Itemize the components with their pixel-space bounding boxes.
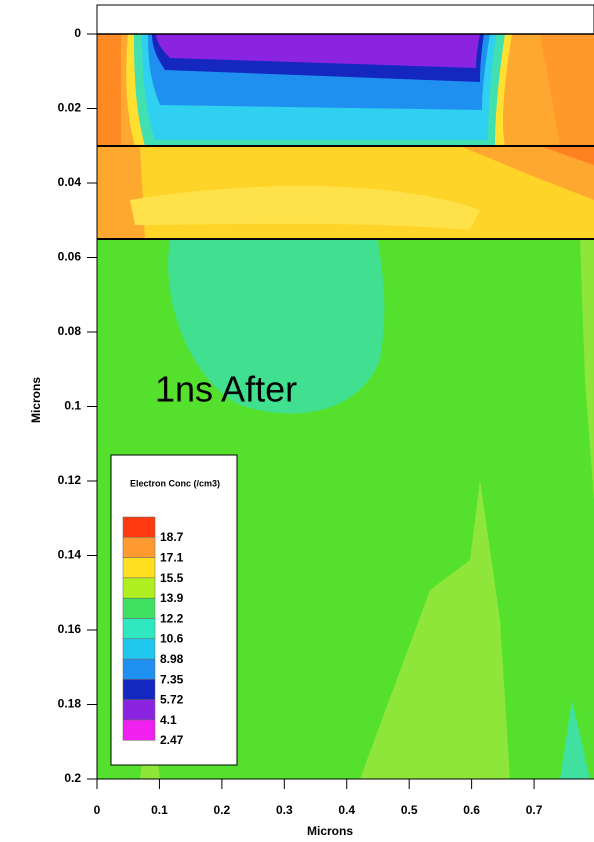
y-tick-label: 0.2	[64, 771, 81, 785]
legend-swatch	[122, 658, 156, 680]
contour-field	[96, 5, 594, 780]
x-tick-label: 0.2	[214, 803, 231, 817]
y-tick-label: 0	[74, 26, 81, 40]
legend-label: 4.1	[160, 713, 177, 727]
legend-label: 8.98	[160, 652, 184, 666]
y-tick-label: 0.04	[58, 175, 82, 189]
x-tick-label: 0.7	[526, 803, 543, 817]
annotation: 1ns After	[155, 369, 297, 410]
y-tick-label: 0.16	[58, 622, 82, 636]
legend-label: 12.2	[160, 611, 184, 625]
y-tick-label: 0.12	[58, 473, 82, 487]
legend-swatch	[122, 516, 156, 538]
legend-swatch	[122, 557, 156, 579]
legend-swatch	[122, 638, 156, 660]
x-tick-label: 0.3	[276, 803, 293, 817]
legend-swatch	[122, 618, 156, 640]
legend-label: 7.35	[160, 672, 184, 686]
y-axis-label: Microns	[29, 377, 43, 423]
legend-swatch	[122, 577, 156, 599]
legend-label: 13.9	[160, 591, 184, 605]
legend-title: Electron Conc (/cm3)	[130, 478, 220, 488]
legend-label: 5.72	[160, 693, 184, 707]
y-tick-label: 0.08	[58, 324, 82, 338]
x-tick-label: 0.5	[401, 803, 418, 817]
legend-swatch	[122, 537, 156, 558]
y-tick-label: 0.1	[64, 399, 81, 413]
y-tick-label: 0.06	[58, 250, 82, 264]
x-tick-label: 0.6	[463, 803, 480, 817]
legend-label: 10.6	[160, 632, 184, 646]
legend-label: 18.7	[160, 530, 184, 544]
y-tick-label: 0.18	[58, 697, 82, 711]
x-tick-label: 0.1	[151, 803, 168, 817]
legend-swatch	[122, 719, 156, 741]
legend-label: 15.5	[160, 571, 184, 585]
legend-swatch	[122, 699, 156, 721]
legend-swatch	[122, 597, 156, 619]
y-tick-label: 0.02	[58, 101, 82, 115]
legend-label: 17.1	[160, 550, 184, 564]
x-axis-label: Microns	[307, 824, 353, 838]
y-tick-label: 0.14	[58, 548, 82, 562]
legend-swatch	[122, 679, 156, 700]
top-strip	[96, 4, 594, 35]
x-tick-label: 0.4	[338, 803, 355, 817]
x-tick-label: 0	[94, 803, 101, 817]
legend-label: 2.47	[160, 733, 184, 747]
